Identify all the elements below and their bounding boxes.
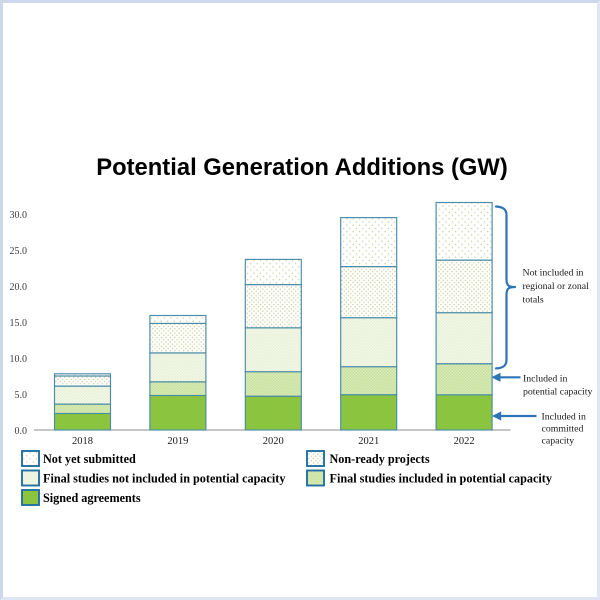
bar-segment[interactable] xyxy=(435,312,493,365)
x-axis: 2018 2019 2020 2021 2022 xyxy=(72,436,475,447)
legend-swatch-solid-green[interactable] xyxy=(21,489,40,506)
x-tick-label: 2019 xyxy=(167,436,188,447)
bars xyxy=(53,201,493,431)
legend-item: Final studies included in potential capa… xyxy=(306,469,552,487)
chart-title: Potential Generation Additions (GW) xyxy=(96,154,508,181)
y-tick-label: 10.0 xyxy=(10,354,28,365)
bar-segment[interactable] xyxy=(149,322,207,354)
annotation-line: capacity xyxy=(542,436,575,447)
bar-segment[interactable] xyxy=(244,327,302,373)
annotations: Not included in regional or zonal totals… xyxy=(491,205,592,447)
annotation-potential-capacity: Included in potential capacity xyxy=(523,373,592,397)
bar-segment[interactable] xyxy=(149,314,207,324)
y-tick-label: 30.0 xyxy=(10,210,28,221)
bar-segment[interactable] xyxy=(340,366,398,396)
legend-item: Non-ready projects xyxy=(306,450,430,467)
x-tick-label: 2022 xyxy=(454,436,475,447)
bar-2019 xyxy=(149,314,207,431)
legend-label: Non-ready projects xyxy=(330,452,430,466)
y-tick-label: 15.0 xyxy=(10,318,28,329)
legend-label: Final studies not included in potential … xyxy=(43,471,285,485)
y-tick-label: 5.0 xyxy=(15,390,28,401)
bar-segment[interactable] xyxy=(53,375,112,387)
y-tick-label: 25.0 xyxy=(10,246,28,257)
brace-not-included xyxy=(494,205,517,370)
bar-2021 xyxy=(340,217,398,431)
legend-swatch-dots-white-dense[interactable] xyxy=(306,450,325,467)
y-tick-label: 20.0 xyxy=(10,282,28,293)
bar-segment[interactable] xyxy=(244,258,302,286)
legend-item: Final studies not included in potential … xyxy=(21,469,285,487)
legend-swatch-dots-white-sparse[interactable] xyxy=(21,450,40,467)
bar-segment[interactable] xyxy=(435,394,493,431)
annotation-line: committed xyxy=(542,424,584,435)
bar-segment[interactable] xyxy=(149,394,207,431)
legend-label: Signed agreements xyxy=(43,491,141,505)
y-axis: 0.0 5.0 10.0 15.0 20.0 25.0 30.0 xyxy=(10,210,28,437)
bar-segment[interactable] xyxy=(244,395,302,431)
legend-item: Not yet submitted xyxy=(21,450,136,467)
bar-segment[interactable] xyxy=(244,371,302,397)
bar-segment[interactable] xyxy=(53,385,112,405)
x-tick-label: 2018 xyxy=(72,436,93,447)
bar-segment[interactable] xyxy=(340,217,398,268)
bar-segment[interactable] xyxy=(340,394,398,431)
bar-2020 xyxy=(244,258,302,431)
annotation-line: Included in xyxy=(542,412,586,423)
annotation-committed-capacity: Included in committed capacity xyxy=(542,412,586,447)
bar-segment[interactable] xyxy=(435,201,493,261)
bar-segment[interactable] xyxy=(244,284,302,329)
legend-item: Signed agreements xyxy=(21,489,141,506)
annotation-line: potential capacity xyxy=(523,387,592,398)
bar-segment[interactable] xyxy=(53,373,112,377)
bar-2022 xyxy=(435,201,493,431)
bar-2018 xyxy=(53,373,112,431)
annotation-not-included: Not included in regional or zonal totals xyxy=(523,268,590,306)
bar-segment[interactable] xyxy=(53,412,112,431)
bar-segment[interactable] xyxy=(435,259,493,314)
annotation-line: regional or zonal xyxy=(523,281,590,292)
arrow-committed-capacity xyxy=(492,411,537,421)
annotation-line: Not included in xyxy=(523,268,584,279)
legend-swatch-dots-light-green[interactable] xyxy=(306,469,325,487)
bar-segment[interactable] xyxy=(53,403,112,415)
x-tick-label: 2021 xyxy=(358,436,379,447)
annotation-line: totals xyxy=(523,294,544,305)
bar-segment[interactable] xyxy=(340,317,398,368)
legend-label: Not yet submitted xyxy=(43,452,136,466)
arrow-potential-capacity xyxy=(491,372,521,382)
bar-segment[interactable] xyxy=(340,266,398,319)
chart: Potential Generation Additions (GW) 0.0 5… xyxy=(10,154,592,506)
bar-segment[interactable] xyxy=(149,352,207,383)
bar-segment[interactable] xyxy=(149,381,207,397)
legend-swatch-dots-pale-green[interactable] xyxy=(21,469,40,487)
legend: Not yet submitted Final studies not inclu… xyxy=(21,450,552,506)
annotation-line: Included in xyxy=(523,373,567,384)
bar-segment[interactable] xyxy=(435,363,493,396)
legend-label: Final studies included in potential capa… xyxy=(330,471,552,485)
x-tick-label: 2020 xyxy=(263,436,284,447)
y-tick-label: 0.0 xyxy=(15,426,28,437)
